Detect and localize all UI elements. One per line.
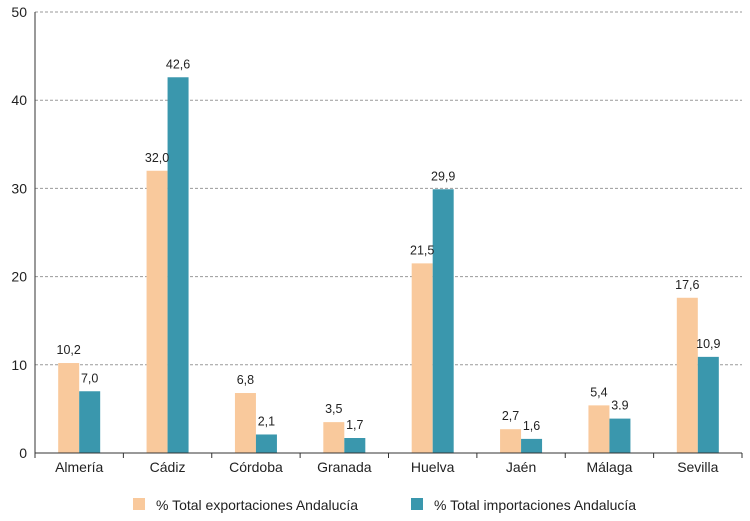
y-tick-label: 10 (11, 357, 27, 373)
bar-exportaciones (323, 422, 345, 453)
x-tick-label: Málaga (586, 459, 632, 475)
legend-swatch (133, 498, 145, 510)
bar-importaciones (521, 438, 543, 453)
x-tick-label: Córdoba (229, 459, 283, 475)
bars (58, 77, 719, 454)
legend-label: % Total importaciones Andalucía (434, 497, 636, 513)
data-labels: 10,27,0 32,0 42,6 6,8 2,1 3,5 1,7 21,5 29,9 2,7 1,… (57, 57, 721, 433)
bar-exportaciones (411, 263, 433, 453)
y-tick-label: 20 (11, 269, 27, 285)
bar-exportaciones (58, 363, 80, 453)
bar-importaciones (697, 356, 719, 453)
bar-importaciones (255, 434, 277, 453)
x-tick-label: Cádiz (150, 459, 186, 475)
bar-value-label: 3,5 (325, 402, 342, 416)
bar-value-label: 17,6 (675, 278, 699, 292)
bar-value-label: 5,4 (590, 385, 607, 399)
bar-exportaciones (146, 170, 168, 453)
x-tick-label: Sevilla (677, 459, 718, 475)
bar-value-label: 2,1 (258, 414, 275, 428)
x-tick-label: Granada (317, 459, 372, 475)
y-tick-label: 50 (11, 4, 27, 20)
bar-importaciones (609, 418, 631, 453)
bar-value-label: 21,5 (410, 243, 434, 257)
bar-value-label: 42,6 (166, 57, 190, 71)
bar-value-label: 10,2 (57, 343, 81, 357)
bar-value-label: 2,7 (502, 409, 519, 423)
bar-exportaciones (588, 405, 610, 453)
x-tick-label: Almería (55, 459, 103, 475)
x-tick-label: Huelva (411, 459, 455, 475)
bar-exportaciones (676, 297, 698, 453)
bar-value-label: 10,9 (696, 337, 720, 351)
bar-value-label: 32,0 (145, 151, 169, 165)
bar-value-label: 1,7 (346, 418, 363, 432)
y-tick-label: 0 (19, 445, 27, 461)
bar-importaciones (167, 77, 189, 453)
legend-label: % Total exportaciones Andalucía (156, 497, 358, 513)
x-tick-label: Jaén (506, 459, 536, 475)
bar-importaciones (79, 391, 101, 453)
gridlines (35, 11, 742, 366)
bar-value-label: 1,6 (523, 419, 540, 433)
legend: % Total exportaciones Andalucía % Total i… (133, 497, 636, 513)
bar-value-label: 3.9 (611, 399, 628, 413)
y-tick-label: 40 (11, 92, 27, 108)
bar-exportaciones (234, 393, 256, 453)
y-tick-label: 30 (11, 180, 27, 196)
bar-value-label: 29,9 (431, 169, 455, 183)
bar-value-label: 7,0 (81, 371, 98, 385)
bar-value-label: 6,8 (237, 373, 254, 387)
bar-exportaciones (500, 429, 522, 453)
bar-importaciones (432, 189, 454, 454)
axes: 0 10 20 30 40 50 Almería Cádiz Córdoba Granada Hue… (11, 4, 743, 475)
legend-swatch (411, 498, 423, 510)
bar-importaciones (344, 438, 366, 453)
